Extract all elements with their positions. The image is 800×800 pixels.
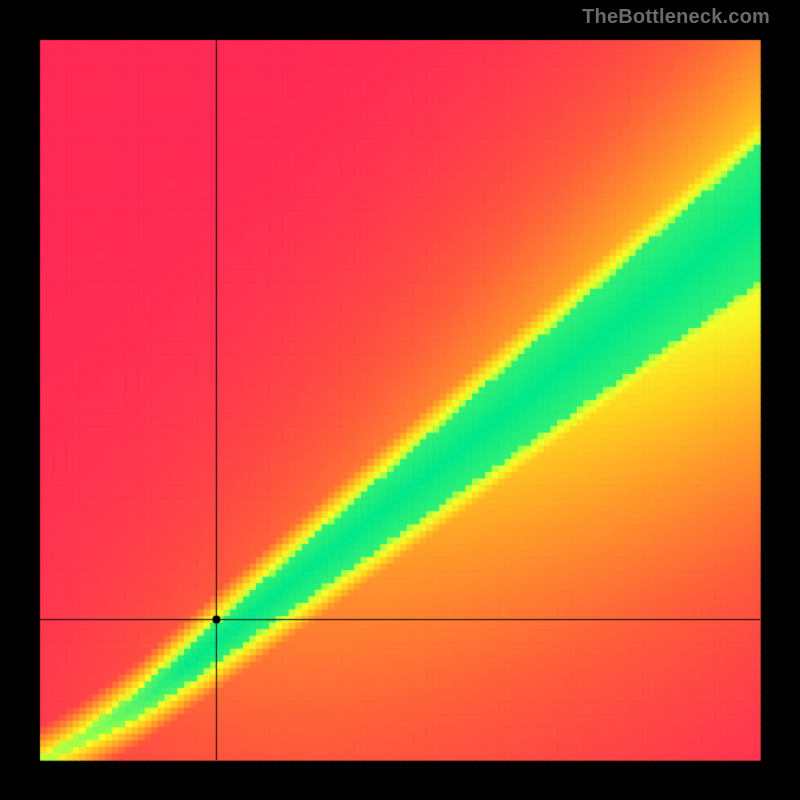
chart-container: TheBottleneck.com [0,0,800,800]
bottleneck-heatmap [0,0,800,800]
watermark-label: TheBottleneck.com [582,6,770,29]
